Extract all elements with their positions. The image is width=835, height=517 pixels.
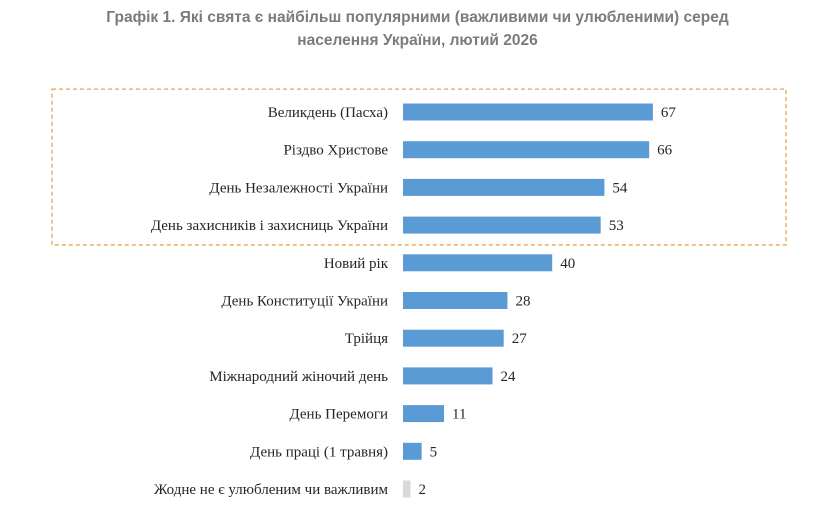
chart-title-line-2: населення України, лютий 2026: [297, 32, 538, 49]
category-label: День праці (1 травня): [250, 444, 388, 460]
category-label: День Незалежності України: [209, 180, 388, 196]
data-label: 27: [512, 331, 527, 347]
bar: [403, 367, 493, 385]
category-label: Новий рік: [324, 256, 389, 272]
bar: [403, 329, 504, 347]
bar: [403, 141, 650, 159]
category-label: День Перемоги: [289, 407, 388, 423]
bar: [403, 442, 422, 460]
category-label: День захисників і захисниць України: [151, 218, 388, 234]
bar: [403, 103, 653, 121]
category-label: Жодне не є улюбленим чи важливим: [154, 482, 389, 498]
bar: [403, 292, 508, 309]
data-label: 24: [501, 369, 517, 385]
bar: [403, 480, 411, 498]
category-label: Великдень (Пасха): [268, 105, 388, 121]
data-label: 66: [657, 143, 673, 159]
data-label: 2: [418, 482, 426, 498]
bar: [403, 405, 445, 423]
bar: [403, 254, 553, 272]
chart-title: Графік 1. Які свята є найбільш популярни…: [0, 6, 835, 52]
category-label: Трійця: [345, 331, 388, 347]
category-label: Міжнародний жіночий день: [209, 369, 388, 385]
bar: [403, 216, 601, 234]
data-label: 53: [609, 218, 624, 234]
highlight-box: [51, 88, 787, 246]
category-label: Різдво Христове: [283, 143, 388, 159]
data-label: 54: [612, 180, 628, 196]
chart-title-line-1: Графік 1. Які свята є найбільш популярни…: [106, 9, 729, 26]
data-label: 40: [560, 256, 575, 272]
category-label: День Конституції України: [221, 294, 388, 310]
data-label: 11: [452, 407, 466, 423]
data-label: 67: [661, 105, 677, 121]
data-label: 5: [430, 444, 438, 460]
bar: [403, 178, 605, 196]
data-label: 28: [515, 294, 530, 310]
